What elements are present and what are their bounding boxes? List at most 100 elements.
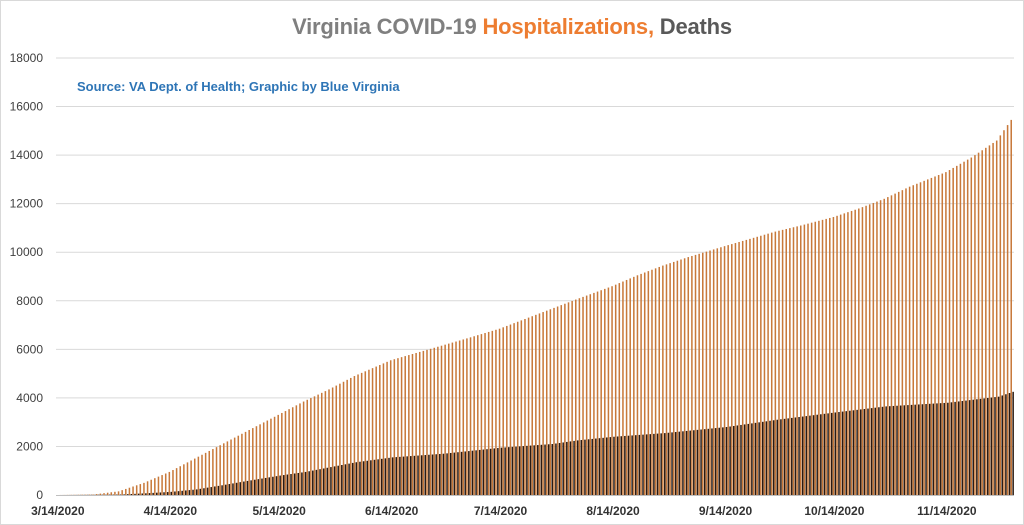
bar-deaths bbox=[576, 440, 579, 495]
bar-hospitalizations bbox=[1006, 125, 1009, 496]
bar-hospitalizations bbox=[215, 447, 218, 495]
bar-hospitalizations bbox=[564, 303, 566, 495]
bar-hospitalizations bbox=[121, 490, 123, 495]
bar-hospitalizations bbox=[281, 412, 283, 495]
bar-deaths bbox=[758, 422, 760, 495]
bar-hospitalizations bbox=[273, 416, 276, 495]
bar-hospitalizations bbox=[415, 352, 417, 495]
bar-hospitalizations bbox=[752, 237, 755, 495]
bar-deaths bbox=[605, 437, 608, 495]
x-tick-label: 6/14/2020 bbox=[365, 504, 419, 518]
bar-hospitalizations bbox=[393, 359, 396, 495]
bar-hospitalizations bbox=[974, 155, 976, 495]
bar-deaths bbox=[834, 412, 837, 495]
bar-deaths bbox=[660, 433, 662, 495]
bar-deaths bbox=[537, 445, 539, 495]
bar-deaths bbox=[410, 456, 412, 495]
bar-deaths bbox=[631, 435, 633, 495]
bar-deaths bbox=[776, 419, 779, 495]
bar-deaths bbox=[823, 413, 826, 495]
bar-deaths bbox=[986, 397, 989, 495]
bar-hospitalizations bbox=[484, 333, 486, 495]
bar-deaths bbox=[195, 489, 198, 495]
bar-hospitalizations bbox=[876, 201, 878, 496]
bar-hospitalizations bbox=[241, 433, 243, 495]
bar-hospitalizations bbox=[814, 221, 817, 496]
bar-hospitalizations bbox=[945, 172, 947, 495]
bar-deaths bbox=[453, 452, 456, 495]
bar-hospitalizations bbox=[335, 385, 338, 495]
source-note: Source: VA Dept. of Health; Graphic by B… bbox=[77, 79, 400, 94]
bar-hospitalizations bbox=[923, 180, 925, 495]
bar-deaths bbox=[928, 403, 931, 495]
bar-hospitalizations bbox=[850, 210, 853, 495]
bar-hospitalizations bbox=[466, 338, 468, 495]
bar-hospitalizations bbox=[143, 482, 145, 495]
bar-hospitalizations bbox=[930, 177, 933, 495]
bar-deaths bbox=[475, 450, 477, 495]
bar-deaths bbox=[830, 412, 833, 495]
bar-hospitalizations bbox=[255, 426, 258, 495]
bar-hospitalizations bbox=[408, 355, 410, 495]
y-axis-ticks: 0 2000 4000 6000 8000 10000 12000 14000 16000 180… bbox=[10, 51, 44, 502]
bar-deaths bbox=[889, 406, 891, 495]
bar-hospitalizations bbox=[614, 284, 617, 495]
y-tick-label: 2000 bbox=[16, 439, 43, 453]
bar-hospitalizations bbox=[524, 318, 526, 495]
bar-deaths bbox=[932, 403, 935, 495]
bar-deaths bbox=[206, 487, 209, 495]
bar-deaths bbox=[722, 427, 724, 495]
bar-deaths bbox=[816, 414, 818, 495]
bar-deaths bbox=[250, 480, 252, 495]
bar-deaths bbox=[224, 484, 227, 495]
bar-deaths bbox=[482, 449, 485, 495]
bar-deaths bbox=[235, 482, 238, 495]
bar-deaths bbox=[497, 448, 499, 495]
bar-deaths bbox=[486, 449, 488, 495]
series-hospitalizations bbox=[59, 119, 1012, 496]
bar-hospitalizations bbox=[810, 222, 813, 495]
bar-hospitalizations bbox=[284, 411, 287, 495]
bar-deaths bbox=[703, 429, 706, 495]
bar-hospitalizations bbox=[542, 312, 544, 495]
bar-deaths bbox=[798, 417, 800, 495]
bar-deaths bbox=[170, 491, 173, 495]
bar-deaths bbox=[468, 451, 470, 495]
x-tick-label: 7/14/2020 bbox=[474, 504, 528, 518]
bar-hospitalizations bbox=[262, 422, 265, 495]
bar-deaths bbox=[297, 472, 300, 495]
bar-deaths bbox=[609, 437, 612, 495]
bar-deaths bbox=[558, 442, 561, 495]
bar-deaths bbox=[689, 430, 691, 495]
bar-hospitalizations bbox=[676, 260, 679, 495]
bar-hospitalizations bbox=[270, 418, 272, 495]
bar-hospitalizations bbox=[277, 414, 279, 495]
bar-deaths bbox=[185, 490, 187, 495]
bar-deaths bbox=[838, 412, 840, 495]
bar-hospitalizations bbox=[792, 227, 795, 495]
bar-hospitalizations bbox=[977, 152, 980, 495]
bar-hospitalizations bbox=[161, 475, 163, 495]
bar-hospitalizations bbox=[244, 431, 247, 495]
bar-hospitalizations bbox=[734, 243, 737, 495]
bar-hospitalizations bbox=[172, 470, 174, 495]
y-tick-label: 8000 bbox=[16, 294, 43, 308]
bar-deaths bbox=[504, 447, 506, 495]
bar-deaths bbox=[533, 445, 535, 495]
bar-deaths bbox=[449, 452, 452, 495]
bar-deaths bbox=[402, 456, 405, 495]
bar-hospitalizations bbox=[807, 223, 809, 495]
bar-deaths bbox=[732, 425, 735, 495]
bar-hospitalizations bbox=[774, 231, 777, 495]
bar-hospitalizations bbox=[291, 407, 294, 495]
bar-deaths bbox=[141, 493, 144, 495]
title-part-2: Hospitalizations, bbox=[482, 14, 660, 39]
bar-hospitalizations bbox=[633, 276, 635, 495]
bar-deaths bbox=[736, 425, 739, 495]
bar-hospitalizations bbox=[789, 228, 791, 495]
bar-hospitalizations bbox=[596, 291, 599, 495]
bar-deaths bbox=[348, 463, 350, 495]
bar-hospitalizations bbox=[832, 217, 835, 495]
bar-hospitalizations bbox=[538, 313, 541, 495]
bar-deaths bbox=[192, 489, 194, 495]
